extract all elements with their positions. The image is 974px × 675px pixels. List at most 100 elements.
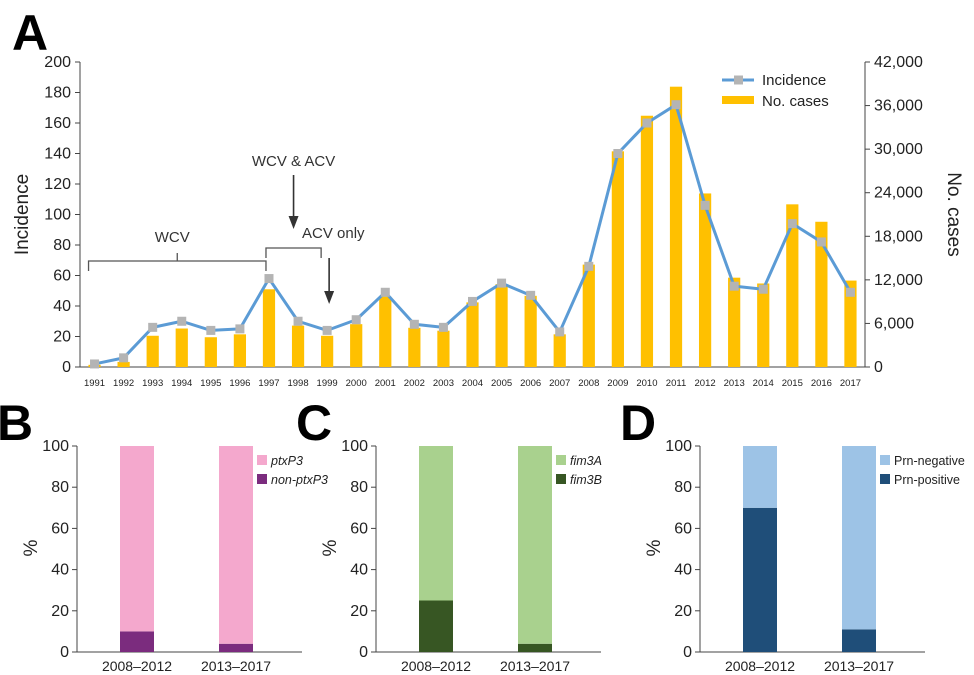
panel-a-incidence-point-2006 — [526, 290, 536, 300]
panel-a-incidence-point-1992 — [119, 353, 129, 363]
panel-d-legend-label-prn-positive: Prn-positive — [894, 473, 960, 487]
panel-d-tick-label: 20 — [674, 603, 692, 620]
panel-a-incidence-point-2009 — [613, 149, 623, 158]
panel-a-incidence-point-1995 — [206, 325, 216, 335]
panel-a-bar-2012 — [698, 193, 712, 367]
panel-a-right-tick-label: 18,000 — [874, 228, 923, 245]
panel-a-right-tick-label: 36,000 — [874, 98, 923, 115]
panel-a-x-tick-label: 2006 — [520, 378, 541, 389]
panel-d-category-label: 2013–2017 — [824, 658, 894, 674]
panel-a-legend-incidence-label: Incidence — [762, 72, 826, 89]
panel-a-letter: A — [12, 5, 48, 61]
panel-a-left-tick-label: 200 — [44, 54, 71, 71]
panel-c-category-label: 2013–2017 — [500, 658, 570, 674]
panel-a-bar-2005 — [495, 284, 508, 367]
panel-b-legend-swatch-non-ptxp3 — [257, 474, 267, 484]
panel-d-y-axis-title: % — [644, 539, 665, 556]
panel-a-x-tick-label: 1994 — [171, 378, 192, 389]
panel-a-right-tick-label: 42,000 — [874, 54, 923, 71]
panel-a-x-tick-label: 2009 — [607, 378, 628, 389]
panel-a-x-tick-label: 2012 — [695, 378, 716, 389]
panel-d-tick-label: 0 — [683, 644, 692, 661]
panel-a-x-tick-label: 2016 — [811, 378, 832, 389]
panel-a-x-tick-label: 2011 — [666, 378, 686, 389]
panel-a-y-axis-title: Incidence — [12, 174, 33, 255]
panel-a-bar-1994 — [175, 328, 188, 367]
panel-d-bar-prn-positive-2008-2012 — [743, 507, 777, 652]
panel-a-x-tick-label: 2015 — [782, 378, 803, 389]
panel-b-bar-non-ptxp3-2013-2017 — [219, 643, 253, 652]
panel-b-legend-label-ptxp3: ptxP3 — [270, 454, 303, 468]
panel-a-bar-1999 — [321, 335, 334, 367]
panel-a-left-tick-label: 60 — [53, 268, 71, 285]
panel-a-right-tick-label: 24,000 — [874, 185, 923, 202]
panel-b-category-label: 2013–2017 — [201, 658, 271, 674]
panel-a-x-tick-label: 2000 — [346, 378, 367, 389]
panel-a-legend-bar-swatch — [722, 96, 754, 104]
panel-a-bar-1996 — [233, 334, 247, 367]
panel-a-x-tick-label: 1991 — [84, 378, 105, 389]
panel-a-left-tick-label: 100 — [44, 207, 71, 224]
panel-a-incidence-point-2011 — [671, 100, 681, 110]
panel-a-bar-2013 — [728, 277, 741, 367]
panel-a-bar-2010 — [640, 115, 654, 367]
panel-a-wcv-label: WCV — [155, 229, 190, 246]
panel-a-incidence-point-2012 — [700, 200, 710, 210]
panel-a-wcv-acv-label: WCV & ACV — [252, 153, 335, 170]
panel-a-incidence-point-2017 — [845, 287, 855, 297]
panel-a-incidence-point-2010 — [642, 118, 652, 128]
panel-a-x-tick-label: 2013 — [724, 378, 745, 389]
panel-a-incidence-point-1993 — [148, 322, 158, 332]
panel-a-wcv-acv-bracket — [265, 247, 322, 258]
panel-a-x-tick-label: 1995 — [200, 378, 221, 389]
panel-a-incidence-point-2014 — [758, 284, 768, 294]
panel-a-incidence-point-2001 — [380, 287, 390, 297]
panel-d-legend-swatch-prn-positive — [880, 474, 890, 484]
panel-a-bar-2015 — [786, 204, 799, 367]
panel-a-x-tick-label: 2007 — [549, 378, 570, 389]
panel-a-x-tick-label: 1993 — [142, 378, 163, 389]
panel-c-bar-fim3a-2013-2017 — [518, 446, 552, 644]
panel-c-tick-label: 20 — [350, 603, 368, 620]
panel-a-x-tick-label: 2017 — [840, 378, 861, 389]
panel-a-legend-line-marker — [734, 75, 743, 85]
panel-a-bar-2001 — [379, 296, 392, 367]
panel-a-x-tick-label: 2003 — [433, 378, 454, 389]
panel-a-x-tick-label: 2001 — [375, 378, 396, 389]
panel-a-incidence-point-1991 — [90, 359, 100, 369]
panel-c-tick-label: 80 — [350, 479, 368, 496]
panel-a-x-tick-label: 1998 — [287, 378, 308, 389]
panel-a-incidence-point-2015 — [787, 219, 797, 229]
panel-a-x-tick-label: 1992 — [113, 378, 134, 389]
panel-c-legend-swatch-fim3a — [556, 455, 566, 465]
panel-c-legend-label-fim3a: fim3A — [570, 454, 602, 468]
panel-c-tick-label: 100 — [341, 438, 368, 455]
panel-a-right-tick-label: 6,000 — [874, 315, 914, 332]
panel-a-left-tick-label: 80 — [53, 237, 71, 254]
panel-a-incidence-point-2013 — [729, 281, 739, 291]
panel-a-wcv-bracket — [87, 253, 267, 271]
panel-a-bar-2009 — [611, 151, 624, 367]
panel-a-incidence-point-1996 — [235, 324, 245, 334]
panel-d-bar-prn-negative-2008-2012 — [743, 446, 777, 508]
panel-b-bar-ptxp3-2008-2012 — [120, 446, 154, 632]
panel-b-legend-label-non-ptxp3: non-ptxP3 — [271, 473, 328, 487]
panel-c-tick-label: 0 — [359, 644, 368, 661]
panel-a-left-tick-label: 120 — [44, 176, 71, 193]
panel-b-bar-non-ptxp3-2008-2012 — [120, 631, 154, 652]
panel-a-left-tick-label: 160 — [44, 115, 71, 132]
panel-a-bar-2003 — [437, 330, 450, 367]
panel-a-x-tick-label: 1999 — [317, 378, 338, 389]
panel-d-tick-label: 60 — [674, 520, 692, 537]
panel-a-left-tick-label: 40 — [53, 298, 71, 315]
panel-c-legend-label-fim3b: fim3B — [570, 473, 602, 487]
panel-d-tick-label: 100 — [665, 438, 692, 455]
panel-c-legend-swatch-fim3b — [556, 474, 566, 484]
panel-a-x-tick-label: 2010 — [636, 378, 657, 389]
panel-a-incidence-point-1997 — [264, 274, 274, 284]
panel-d-chart: D 0 20 40 60 80 100% 2008–2012 2013–2017 Prn-nega… — [620, 395, 965, 674]
panel-d-legend-swatch-prn-negative — [880, 455, 890, 465]
panel-b-category-label: 2008–2012 — [102, 658, 172, 674]
panel-a-right-tick-label: 12,000 — [874, 272, 923, 289]
panel-a-x-tick-label: 1997 — [258, 378, 279, 389]
